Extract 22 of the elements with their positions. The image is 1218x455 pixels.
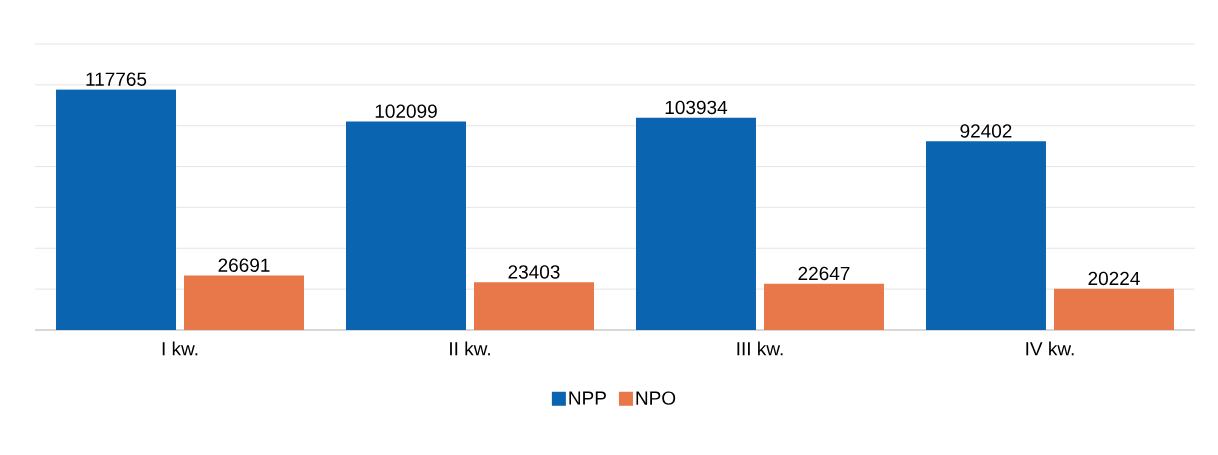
bar [184,275,305,330]
legend-label: NPP [569,391,606,405]
bar [925,141,1046,330]
x-tick-label: III kw. [737,341,783,356]
legend-label: NPO [636,391,676,405]
bar [474,282,594,330]
bar [346,121,466,330]
x-tick-label: II kw. [450,341,490,356]
bar [635,117,756,330]
x-tick-label: IV kw. [1026,341,1074,356]
data-label: 20224 [1088,271,1140,286]
bar [763,283,884,330]
data-label: 23403 [508,265,560,279]
bar [56,89,177,330]
data-label: 117765 [86,72,147,86]
data-label: 26691 [218,258,270,272]
data-label: 103934 [665,100,728,115]
bar [1053,288,1174,330]
data-label: 22647 [798,266,850,281]
x-tick-label: I kw. [162,341,198,356]
data-label: 102099 [375,104,437,118]
data-label: 92402 [960,124,1012,138]
